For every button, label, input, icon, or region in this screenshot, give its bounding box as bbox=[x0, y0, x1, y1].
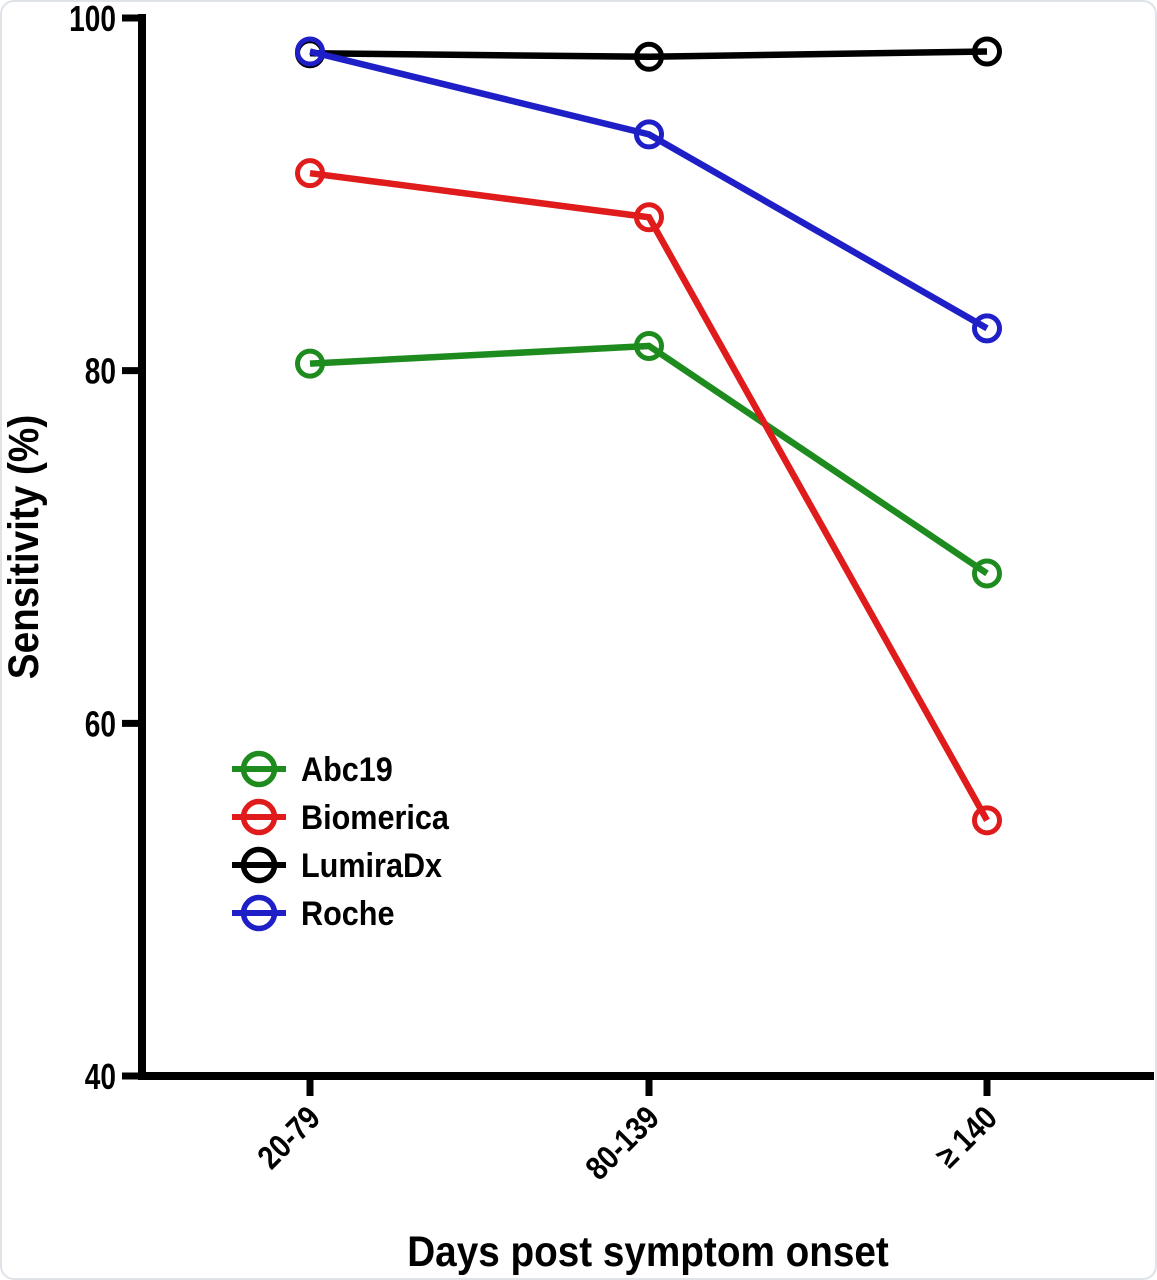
x-axis-title: Days post symptom onset bbox=[407, 1227, 889, 1275]
data-point-roche-20-79 bbox=[295, 36, 325, 67]
data-point-abc19-20-79 bbox=[295, 348, 325, 379]
legend-label-abc19: Abc19 bbox=[301, 751, 393, 789]
data-point-lumiradx-80-139 bbox=[634, 41, 664, 72]
legend-marker-abc19 bbox=[240, 750, 278, 788]
data-point-roche--140 bbox=[972, 313, 1002, 344]
series-line-biomerica bbox=[309, 169, 990, 822]
series-line-lumiradx bbox=[309, 48, 988, 61]
x-tick-label--140: ≥ 140 bbox=[929, 1099, 1004, 1174]
legend-marker-roche bbox=[240, 894, 278, 932]
y-tick-label-80: 80 bbox=[85, 351, 116, 391]
data-point-abc19--140 bbox=[972, 558, 1002, 589]
y-tick-label-100: 100 bbox=[69, 2, 116, 39]
legend-marker-lumiradx bbox=[240, 846, 278, 884]
series-line-roche bbox=[309, 48, 989, 332]
data-point-biomerica-20-79 bbox=[295, 158, 325, 189]
legend-label-lumiradx: LumiraDx bbox=[301, 847, 442, 885]
data-point-biomerica--140 bbox=[972, 805, 1002, 836]
data-point-lumiradx--140 bbox=[972, 36, 1002, 67]
y-axis-title: Sensitivity (%) bbox=[2, 415, 47, 679]
data-point-roche-80-139 bbox=[634, 119, 664, 150]
data-point-biomerica-80-139 bbox=[634, 202, 664, 233]
x-tick-label-20-79: 20-79 bbox=[251, 1099, 328, 1176]
legend-label-roche: Roche bbox=[301, 895, 394, 933]
x-tick-label-80-139: 80-139 bbox=[579, 1099, 667, 1187]
y-tick-label-60: 60 bbox=[85, 704, 116, 744]
legend-marker-biomerica bbox=[240, 798, 278, 836]
series-line-abc19 bbox=[309, 342, 989, 577]
y-tick-label-40: 40 bbox=[85, 1057, 116, 1097]
legend-label-biomerica: Biomerica bbox=[301, 799, 450, 837]
data-point-abc19-80-139 bbox=[634, 330, 664, 361]
